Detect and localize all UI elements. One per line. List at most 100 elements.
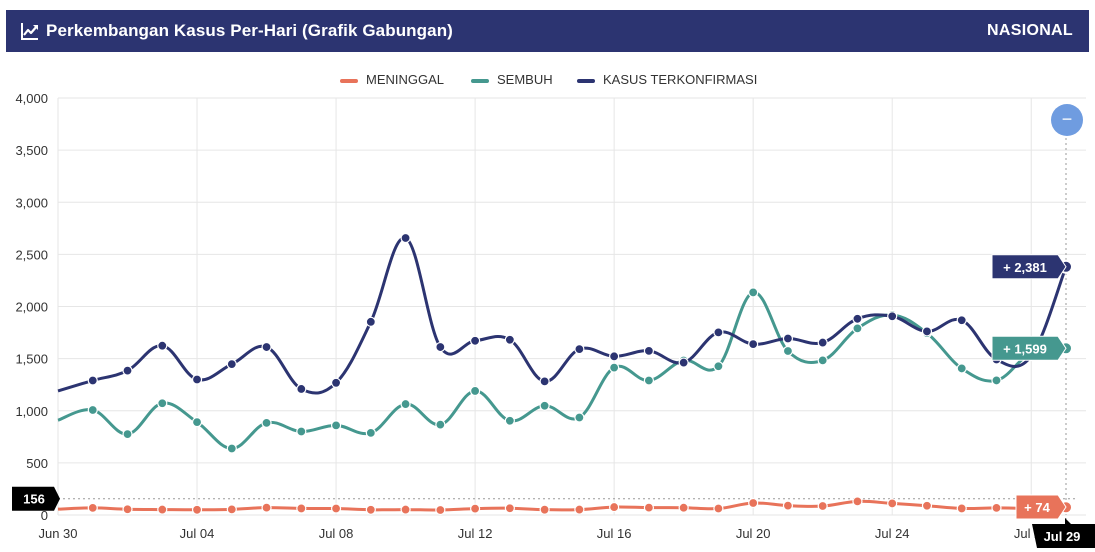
data-point-sembuh bbox=[365, 427, 376, 438]
data-point-sembuh bbox=[991, 375, 1002, 386]
tooltip-kasus-terkonfirmasi: + 2,381 bbox=[991, 254, 1067, 280]
legend-swatch-meninggal bbox=[340, 79, 358, 83]
data-point-meninggal bbox=[713, 503, 724, 514]
data-point-meninggal bbox=[991, 502, 1002, 514]
data-point-meninggal bbox=[470, 503, 481, 514]
data-point-kasus-terkonfirmasi bbox=[817, 337, 828, 348]
chart-header: Perkembangan Kasus Per-Hari (Grafik Gabu… bbox=[6, 10, 1089, 52]
data-point-kasus-terkonfirmasi bbox=[782, 333, 794, 344]
data-point-kasus-terkonfirmasi bbox=[191, 374, 203, 385]
data-point-sembuh bbox=[330, 420, 342, 431]
y-tick-label: 1,000 bbox=[15, 404, 48, 419]
data-point-meninggal bbox=[261, 502, 272, 513]
data-point-meninggal bbox=[157, 504, 168, 515]
data-point-sembuh bbox=[226, 443, 237, 454]
data-point-kasus-terkonfirmasi bbox=[713, 327, 724, 338]
data-point-kasus-terkonfirmasi bbox=[435, 341, 446, 353]
region-label: NASIONAL bbox=[987, 22, 1073, 39]
crosshair-y-label: 156 bbox=[12, 486, 60, 511]
minus-icon: − bbox=[1061, 109, 1073, 129]
data-point-sembuh bbox=[296, 426, 307, 437]
data-point-meninggal bbox=[296, 503, 307, 514]
tooltip-box bbox=[991, 335, 1067, 361]
data-point-meninggal bbox=[504, 503, 515, 514]
data-point-meninggal bbox=[782, 500, 794, 511]
legend-swatch-sembuh bbox=[471, 79, 489, 83]
tooltip-text: + 74 bbox=[1024, 500, 1050, 515]
data-point-kasus-terkonfirmasi bbox=[504, 334, 515, 345]
data-point-meninggal bbox=[191, 504, 203, 515]
data-point-sembuh bbox=[609, 362, 620, 373]
line-chart-icon bbox=[21, 23, 38, 40]
reset-zoom-button[interactable]: − bbox=[1051, 104, 1083, 136]
data-point-meninggal bbox=[539, 504, 550, 515]
data-point-sembuh bbox=[504, 415, 515, 426]
tooltip-box bbox=[991, 254, 1067, 280]
data-point-meninggal bbox=[643, 502, 654, 513]
tooltip-text: + 1,599 bbox=[1003, 341, 1047, 356]
y-tick-label: 2,500 bbox=[15, 247, 48, 262]
data-point-kasus-terkonfirmasi bbox=[365, 316, 376, 327]
data-point-meninggal bbox=[609, 501, 620, 513]
tooltip-sembuh: + 1,599 bbox=[991, 335, 1067, 361]
crosshair-y-label-box bbox=[12, 486, 60, 511]
data-point-kasus-terkonfirmasi bbox=[887, 311, 898, 322]
x-tick-label: Jul 24 bbox=[875, 526, 910, 541]
data-point-kasus-terkonfirmasi bbox=[330, 377, 342, 388]
data-point-sembuh bbox=[643, 375, 654, 386]
data-point-sembuh bbox=[400, 398, 411, 410]
data-point-kasus-terkonfirmasi bbox=[122, 365, 133, 376]
data-point-sembuh bbox=[539, 400, 550, 411]
data-point-sembuh bbox=[956, 363, 967, 374]
crosshair-y-label-text: 156 bbox=[23, 492, 45, 507]
data-point-sembuh bbox=[713, 361, 724, 372]
data-point-meninggal bbox=[748, 497, 759, 509]
data-point-meninggal bbox=[574, 504, 585, 515]
data-point-kasus-terkonfirmasi bbox=[470, 335, 481, 346]
data-point-kasus-terkonfirmasi bbox=[539, 376, 550, 387]
data-point-kasus-terkonfirmasi bbox=[574, 344, 585, 355]
data-point-meninggal bbox=[817, 500, 828, 512]
data-point-kasus-terkonfirmasi bbox=[643, 345, 654, 357]
data-point-meninggal bbox=[887, 498, 898, 509]
x-tick-label: Jul 20 bbox=[736, 526, 771, 541]
x-tick-label: Jun 30 bbox=[38, 526, 77, 541]
y-tick-label: 2,000 bbox=[15, 300, 48, 315]
data-point-meninggal bbox=[87, 502, 98, 514]
data-point-meninggal bbox=[852, 496, 863, 507]
data-point-meninggal bbox=[678, 502, 689, 513]
data-point-meninggal bbox=[400, 504, 411, 515]
data-point-kasus-terkonfirmasi bbox=[956, 315, 967, 326]
y-tick-label: 3,000 bbox=[15, 195, 48, 210]
data-point-meninggal bbox=[330, 503, 342, 514]
data-point-kasus-terkonfirmasi bbox=[296, 383, 307, 395]
chart-legend: MENINGGAL SEMBUH KASUS TERKONFIRMASI bbox=[0, 70, 1095, 90]
data-point-meninggal bbox=[921, 500, 933, 511]
x-tick-label: Jul 08 bbox=[319, 526, 354, 541]
data-point-meninggal bbox=[226, 504, 237, 515]
chart-title: Perkembangan Kasus Per-Hari (Grafik Gabu… bbox=[46, 21, 453, 40]
data-point-kasus-terkonfirmasi bbox=[609, 351, 620, 362]
x-tick-label: Jul 12 bbox=[458, 526, 493, 541]
data-point-meninggal bbox=[365, 504, 376, 515]
data-point-sembuh bbox=[470, 385, 481, 397]
data-point-kasus-terkonfirmasi bbox=[87, 375, 98, 386]
data-point-kasus-terkonfirmasi bbox=[748, 339, 759, 350]
data-point-sembuh bbox=[782, 345, 794, 357]
data-point-meninggal bbox=[435, 504, 446, 516]
data-point-meninggal bbox=[956, 503, 967, 514]
data-point-sembuh bbox=[122, 429, 133, 440]
y-tick-label: 500 bbox=[26, 456, 48, 471]
x-tick-label: Jul 16 bbox=[597, 526, 632, 541]
data-point-kasus-terkonfirmasi bbox=[400, 232, 411, 244]
legend-swatch-kasus-terkonfirmasi bbox=[577, 79, 595, 83]
y-tick-label: 4,000 bbox=[15, 91, 48, 106]
data-point-kasus-terkonfirmasi bbox=[226, 359, 237, 370]
data-point-sembuh bbox=[157, 398, 168, 409]
tooltip-meninggal: + 74 bbox=[1015, 494, 1067, 520]
legend-label-kasus-terkonfirmasi: KASUS TERKONFIRMASI bbox=[603, 72, 758, 87]
data-point-kasus-terkonfirmasi bbox=[852, 313, 863, 324]
data-point-kasus-terkonfirmasi bbox=[921, 326, 933, 337]
y-tick-label: 3,500 bbox=[15, 143, 48, 158]
